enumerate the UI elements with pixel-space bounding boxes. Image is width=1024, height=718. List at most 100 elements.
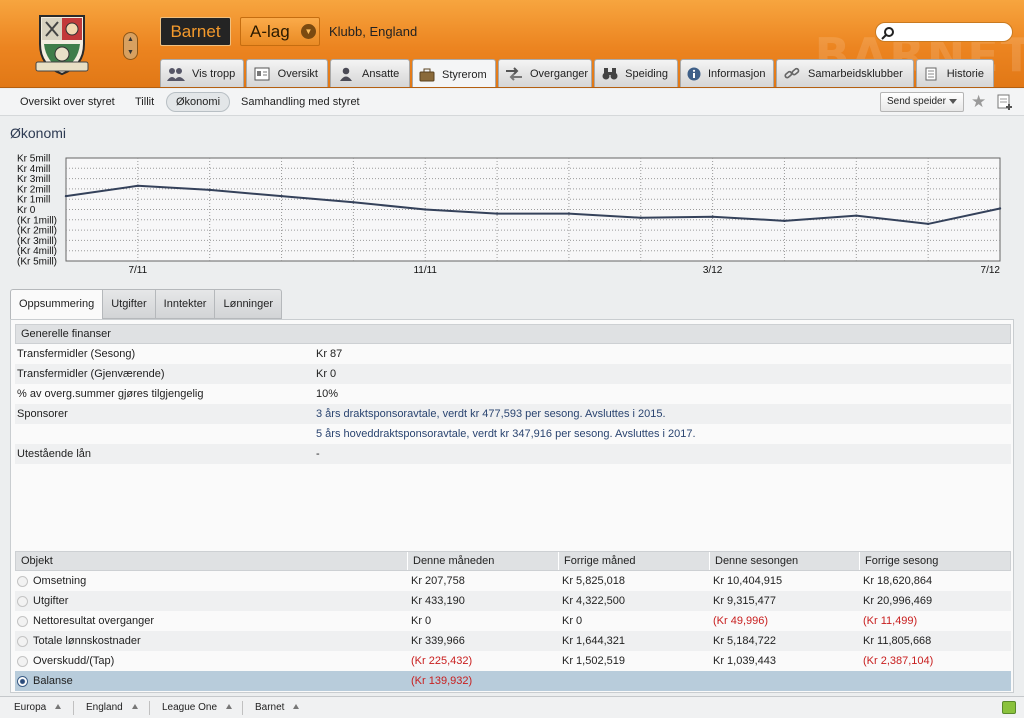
row-select-radio[interactable] <box>17 636 28 647</box>
y-tick-label: Kr 5mill <box>17 154 50 165</box>
chart-data-point <box>567 212 571 215</box>
table-row[interactable]: Utgifter Kr 433,190 Kr 4,322,500 Kr 9,315,4… <box>15 591 1011 611</box>
tab-label: Samarbeidsklubber <box>808 68 903 80</box>
star-icon[interactable]: ★ <box>971 92 987 111</box>
divider <box>242 701 243 715</box>
row-select-radio[interactable] <box>17 596 28 607</box>
chart-data-point <box>64 194 68 198</box>
sponsor-link[interactable]: 3 års draktsponsoravtale, verdt kr 477,5… <box>316 408 666 420</box>
column-header-forrige-maned[interactable]: Forrige måned <box>558 552 709 570</box>
chart-data-point <box>783 219 786 223</box>
finance-row: Transfermidler (Sesong) Kr 87 <box>15 344 1011 364</box>
table-cell: Kr 10,404,915 <box>713 575 783 587</box>
row-select-radio[interactable] <box>17 656 28 667</box>
breadcrumb-item[interactable]: League One <box>162 702 233 713</box>
club-button[interactable]: Barnet <box>160 17 231 46</box>
tab-overganger[interactable]: Overganger <box>498 59 592 87</box>
binoculars-icon <box>601 66 618 82</box>
y-tick-label: (Kr 3mill) <box>17 236 57 247</box>
column-header-denne-maneden[interactable]: Denne måneden <box>407 552 558 570</box>
send-scout-label: Send speider <box>887 96 946 107</box>
tab-historie[interactable]: Historie <box>916 59 994 87</box>
boardroom-icon <box>419 67 435 83</box>
table-row[interactable]: Omsetning Kr 207,758 Kr 5,825,018 Kr 10,404… <box>15 571 1011 591</box>
tab-label: Vis tropp <box>192 68 236 80</box>
tab-label: Oversikt <box>277 68 318 80</box>
table-cell: Kr 9,315,477 <box>713 595 776 607</box>
table-cell: Kr 20,996,469 <box>863 595 933 607</box>
finance-row: Utestående lån - <box>15 444 1011 464</box>
dropdown-arrow-icon <box>949 99 957 104</box>
arrow-down-icon[interactable]: ▼ <box>127 49 134 56</box>
finance-tabs: Oppsummering Utgifter Inntekter Lønninge… <box>10 289 283 320</box>
row-label: Balanse <box>33 675 73 687</box>
table-cell: Kr 339,966 <box>411 635 465 647</box>
tab-inntekter[interactable]: Inntekter <box>155 289 216 319</box>
header-bar: BARNET ▲ ▼ Barnet A-lag ▼ Klubb, England… <box>0 0 1024 88</box>
tab-oversikt[interactable]: Oversikt <box>246 59 328 87</box>
club-crest-icon[interactable] <box>34 10 90 78</box>
row-select-radio[interactable] <box>17 676 28 687</box>
subnav-item-samhandling[interactable]: Samhandling med styret <box>241 96 360 108</box>
finance-label: % av overg.summer gjøres tilgjengelig <box>17 388 204 400</box>
tab-label: Overganger <box>530 68 589 80</box>
table-cell: (Kr 49,996) <box>713 615 769 627</box>
send-scout-button[interactable]: Send speider <box>880 92 964 112</box>
column-header-denne-sesongen[interactable]: Denne sesongen <box>709 552 859 570</box>
y-tick-label: Kr 1mill <box>17 195 50 206</box>
tab-label: Ansatte <box>362 68 400 80</box>
table-header: Objekt Denne måneden Forrige måned Denne… <box>15 551 1011 571</box>
breadcrumb-item[interactable]: Europa <box>14 702 62 713</box>
breadcrumb-item[interactable]: England <box>86 702 138 713</box>
transfers-icon <box>505 66 523 82</box>
table-row[interactable]: Overskudd/(Tap) (Kr 225,432) Kr 1,502,519 K… <box>15 651 1011 671</box>
row-select-radio[interactable] <box>17 616 28 627</box>
tab-styrerom[interactable]: Styrerom <box>412 59 496 87</box>
tab-vis-tropp[interactable]: Vis tropp <box>160 59 244 87</box>
table-cell: Kr 207,758 <box>411 575 465 587</box>
add-note-icon[interactable] <box>997 94 1013 110</box>
breadcrumb-label: Barnet <box>255 702 285 713</box>
row-label: Overskudd/(Tap) <box>33 655 115 667</box>
tab-label: Styrerom <box>442 68 487 81</box>
chart-data-point <box>711 215 714 218</box>
subnav-item-okonomi[interactable]: Økonomi <box>166 92 231 112</box>
row-select-radio[interactable] <box>17 576 28 587</box>
sponsor-link[interactable]: 5 års hoveddraktsponsoravtale, verdt kr … <box>316 428 696 440</box>
table-row[interactable]: Nettoresultat overganger Kr 0 Kr 0 (Kr 49,9… <box>15 611 1011 631</box>
page-title: Økonomi <box>10 125 67 141</box>
subnav-item-oversikt[interactable]: Oversikt over styret <box>20 96 115 108</box>
team-selector-label: A-lag <box>250 22 290 41</box>
tab-label: Informasjon <box>708 68 766 80</box>
table-row[interactable]: Balanse (Kr 139,932) <box>15 671 1011 691</box>
tab-lonninger[interactable]: Lønninger <box>215 289 283 319</box>
tab-oppsummering[interactable]: Oppsummering <box>10 289 104 320</box>
tab-samarbeidsklubber[interactable]: Samarbeidsklubber <box>776 59 914 87</box>
search-input[interactable] <box>875 22 1013 42</box>
table-cell: Kr 1,644,321 <box>562 635 625 647</box>
table-row[interactable]: Totale lønnskostnader Kr 339,966 Kr 1,644,… <box>15 631 1011 651</box>
subnav-item-tillit[interactable]: Tillit <box>135 96 155 108</box>
finance-row: Transfermidler (Gjenværende) Kr 0 <box>15 364 1011 384</box>
tab-informasjon[interactable]: Informasjon <box>680 59 774 87</box>
caret-up-icon <box>226 704 233 709</box>
x-tick-label: 7/11 <box>128 265 147 276</box>
table-cell: (Kr 2,387,104) <box>863 655 934 667</box>
history-icon <box>923 66 940 82</box>
divider <box>73 701 74 715</box>
tab-utgifter[interactable]: Utgifter <box>103 289 156 319</box>
tab-ansatte[interactable]: Ansatte <box>330 59 410 87</box>
tab-speiding[interactable]: Speiding <box>594 59 678 87</box>
column-header-forrige-sesong[interactable]: Forrige sesong <box>859 552 1012 570</box>
table-cell: (Kr 139,932) <box>411 675 473 687</box>
arrow-up-icon[interactable]: ▲ <box>127 36 134 43</box>
column-header-objekt[interactable]: Objekt <box>21 555 53 567</box>
chevron-down-icon[interactable]: ▼ <box>301 24 316 39</box>
team-selector[interactable]: A-lag ▼ <box>240 17 320 46</box>
club-subtitle: Klubb, England <box>329 24 418 39</box>
chart-series-line <box>65 184 1001 225</box>
finance-row: Sponsorer 3 års draktsponsoravtale, verd… <box>15 404 1011 424</box>
club-nav-arrows[interactable]: ▲ ▼ <box>123 32 138 60</box>
breadcrumb-item[interactable]: Barnet <box>255 702 300 713</box>
status-icon[interactable] <box>1002 701 1016 714</box>
